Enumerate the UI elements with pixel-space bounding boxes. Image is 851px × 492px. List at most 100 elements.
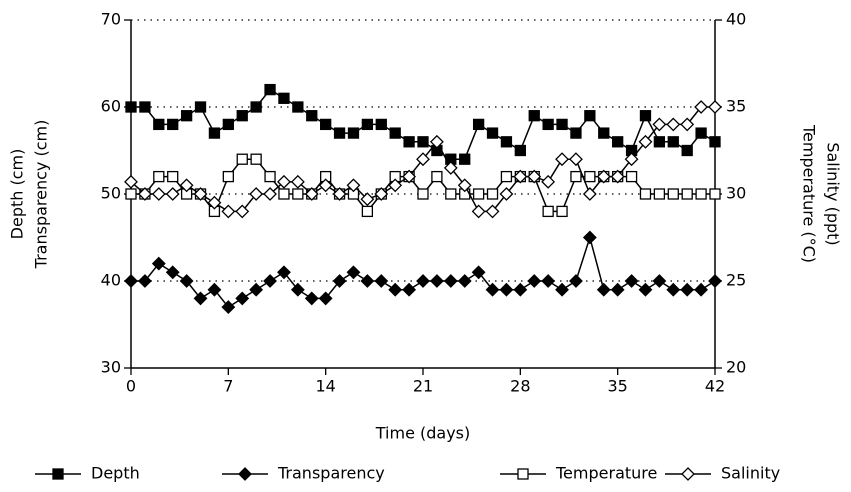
data-point	[263, 187, 277, 201]
data-point	[151, 256, 166, 271]
data-point	[193, 187, 208, 201]
data-point	[222, 170, 234, 183]
y2-tick-label: 35	[726, 97, 746, 116]
data-point	[361, 118, 374, 131]
y-tick-label: 40	[101, 271, 121, 290]
data-point	[471, 204, 486, 219]
data-point	[318, 178, 333, 193]
data-point	[167, 118, 179, 131]
data-point	[318, 291, 333, 306]
data-point	[667, 188, 679, 200]
data-point	[290, 282, 305, 297]
data-point	[653, 136, 666, 148]
legend-label: Temperature	[555, 464, 657, 483]
data-point	[499, 187, 514, 201]
data-point	[472, 118, 485, 131]
data-point	[709, 188, 721, 200]
data-point	[709, 136, 721, 148]
data-point	[527, 169, 542, 184]
data-point	[249, 187, 264, 201]
data-point	[332, 274, 347, 288]
data-point	[347, 127, 360, 139]
legend-label: Transparency	[277, 464, 385, 483]
data-point	[666, 117, 681, 132]
data-point	[624, 274, 639, 288]
y2-tick-label: 20	[726, 358, 746, 377]
data-point	[582, 230, 597, 245]
x-tick-label: 42	[705, 377, 725, 396]
y-tick-label: 60	[101, 97, 121, 116]
data-point	[125, 101, 137, 113]
data-point	[165, 265, 180, 280]
legend-marker	[517, 468, 529, 480]
data-point	[124, 174, 138, 189]
data-point	[472, 188, 485, 200]
data-point	[610, 169, 625, 184]
data-point	[374, 187, 389, 201]
data-point	[388, 178, 403, 193]
x-tick-label: 0	[126, 377, 136, 396]
legend-marker	[681, 467, 695, 481]
data-point	[486, 188, 499, 200]
data-point	[416, 152, 430, 167]
data-point	[680, 282, 695, 297]
y2-axis-title: Salinity (ppt)	[824, 142, 843, 245]
data-point	[346, 265, 361, 280]
data-point	[485, 282, 500, 297]
data-point	[443, 160, 458, 175]
y-axis-title: Transparency (cm)	[32, 120, 51, 270]
data-point	[486, 127, 499, 139]
data-point	[569, 274, 583, 288]
y-tick-label: 30	[101, 358, 121, 377]
data-point	[221, 204, 236, 219]
data-point	[584, 110, 596, 122]
data-point	[292, 101, 304, 113]
data-point	[708, 274, 722, 288]
x-tick-label: 14	[315, 377, 335, 396]
data-point	[277, 174, 291, 189]
data-point	[667, 136, 679, 148]
data-point	[402, 169, 417, 184]
data-point	[457, 274, 472, 288]
data-point	[374, 274, 389, 288]
data-point	[500, 170, 513, 183]
data-point	[555, 152, 569, 167]
data-point	[124, 274, 138, 288]
data-point	[222, 118, 234, 131]
data-point	[304, 291, 319, 306]
data-point	[277, 265, 291, 280]
series-line	[131, 234, 716, 309]
data-point	[570, 127, 582, 139]
data-point	[612, 136, 624, 148]
data-point	[389, 127, 401, 139]
data-point	[235, 204, 250, 219]
data-point	[514, 144, 526, 157]
data-point	[375, 118, 387, 131]
y-tick-label: 70	[101, 10, 121, 29]
data-point	[445, 188, 457, 200]
data-point	[429, 134, 444, 149]
data-point	[125, 188, 137, 200]
data-point	[388, 282, 403, 297]
data-point	[151, 187, 166, 201]
data-point	[666, 282, 681, 297]
data-point	[513, 169, 528, 184]
data-point	[250, 153, 262, 165]
data-point	[459, 153, 471, 165]
data-point	[556, 118, 568, 131]
data-point	[638, 282, 653, 297]
data-point	[263, 274, 277, 288]
data-point	[194, 101, 207, 113]
data-point	[278, 92, 290, 104]
data-point	[193, 291, 208, 306]
data-point	[457, 178, 472, 193]
data-point	[471, 265, 486, 280]
data-point	[167, 170, 179, 183]
legend-label: Depth	[91, 464, 140, 483]
data-point	[570, 170, 582, 183]
x-tick-label: 21	[413, 377, 433, 396]
data-point	[320, 118, 332, 131]
data-point	[513, 282, 528, 297]
data-point	[236, 153, 248, 165]
